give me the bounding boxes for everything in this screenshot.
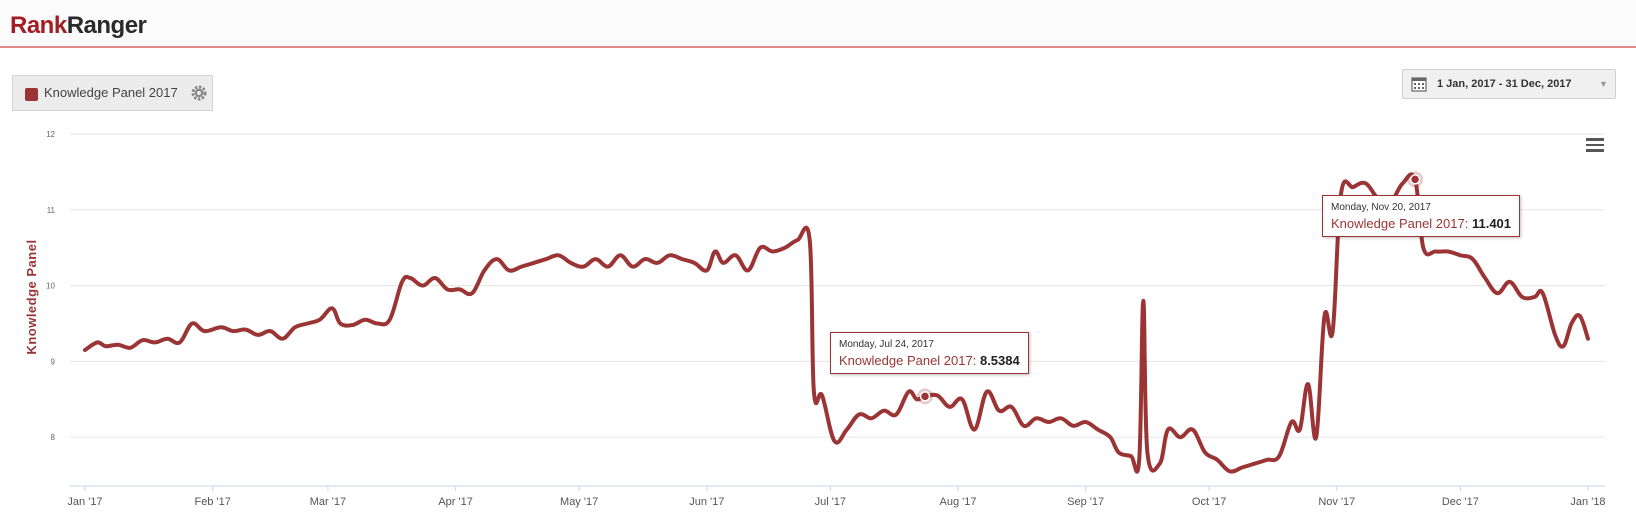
tooltip-value-line: Knowledge Panel 2017: 11.401 — [1331, 216, 1512, 231]
logo-rank-text: Rank — [10, 12, 67, 39]
logo[interactable]: RankRanger — [10, 12, 147, 40]
tooltip-value: 8.5384 — [979, 353, 1020, 368]
y-tick-label: 8 — [51, 433, 56, 442]
x-tick-label: Aug '17 — [939, 496, 976, 508]
x-tick-label: Apr '17 — [438, 496, 473, 508]
legend-item[interactable]: Knowledge Panel 2017 — [12, 75, 213, 111]
x-tick-label: Mar '17 — [310, 496, 346, 508]
chevron-down-icon: ▼ — [1599, 79, 1608, 89]
y-tick-label: 9 — [51, 357, 56, 366]
axes: 8 9 10 11 12 Jan '17 Feb '17 Mar '17 Apr '17 May … — [46, 130, 1605, 508]
gear-icon[interactable] — [191, 85, 207, 101]
x-tick-label: Jun '17 — [689, 496, 724, 508]
grid-lines — [70, 133, 1605, 438]
x-tick-label: Dec '17 — [1442, 496, 1479, 508]
tooltip-series-name: Knowledge Panel 2017 — [1331, 216, 1465, 231]
x-tick-label: Oct '17 — [1192, 496, 1227, 508]
x-tick-label: Jul '17 — [815, 496, 846, 508]
x-tick-label: Feb '17 — [194, 496, 230, 508]
highlight-point — [919, 391, 931, 402]
tooltip-series-name: Knowledge Panel 2017 — [839, 353, 973, 368]
highlight-point — [1409, 174, 1421, 185]
highlight-markers — [917, 171, 1424, 405]
calendar-icon — [1411, 77, 1427, 92]
legend-label: Knowledge Panel 2017 — [44, 85, 178, 100]
date-range-picker[interactable]: 1 Jan, 2017 - 31 Dec, 2017 ▼ — [1402, 69, 1616, 99]
x-tick-label: May '17 — [560, 496, 598, 508]
logo-ranger-text: Ranger — [66, 12, 147, 39]
x-tick-label: Jan '17 — [67, 496, 102, 508]
tooltip-jul-24: Monday, Jul 24, 2017 Knowledge Panel 201… — [830, 332, 1029, 374]
y-tick-label: 10 — [46, 282, 55, 291]
y-tick-label: 12 — [46, 130, 55, 139]
x-tick-label: Sep '17 — [1067, 496, 1104, 508]
y-tick-label: 11 — [47, 206, 56, 215]
tooltip-date: Monday, Nov 20, 2017 — [1331, 202, 1431, 213]
tooltip-nov-20: Monday, Nov 20, 2017 Knowledge Panel 201… — [1322, 195, 1521, 237]
tooltip-value: 11.401 — [1471, 216, 1512, 231]
tooltip-value-line: Knowledge Panel 2017: 8.5384 — [839, 353, 1020, 368]
legend-swatch — [25, 88, 38, 101]
date-range-label: 1 Jan, 2017 - 31 Dec, 2017 — [1437, 78, 1572, 90]
y-axis-title: Knowledge Panel — [24, 239, 39, 354]
hamburger-menu-icon[interactable] — [1586, 138, 1604, 154]
x-tick-label: Jan '18 — [1570, 496, 1605, 508]
tooltip-date: Monday, Jul 24, 2017 — [839, 339, 934, 350]
x-tick-label: Nov '17 — [1318, 496, 1355, 508]
top-bar: RankRanger — [0, 0, 1636, 48]
